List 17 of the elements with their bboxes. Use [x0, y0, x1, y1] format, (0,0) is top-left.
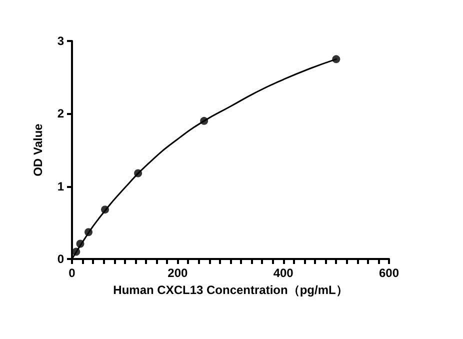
point [72, 248, 80, 256]
point [134, 169, 142, 178]
x-tick-label: 0 [68, 266, 76, 280]
x-tick-label: 200 [168, 266, 188, 280]
point [332, 55, 340, 64]
y-axis-title: OD Value [31, 123, 45, 176]
y-tick-label: 0 [57, 252, 64, 266]
point [84, 228, 93, 236]
x-axis-title: Human CXCL13 Concentration（pg/mL） [113, 283, 348, 297]
point [200, 116, 208, 125]
x-tick-label: 400 [273, 266, 294, 280]
point [101, 206, 110, 214]
point [76, 240, 84, 248]
x-tick-label: 600 [378, 266, 400, 280]
y-tick-label: 3 [57, 34, 64, 48]
y-tick-label: 2 [57, 106, 64, 121]
y-tick-label: 1 [57, 179, 64, 194]
